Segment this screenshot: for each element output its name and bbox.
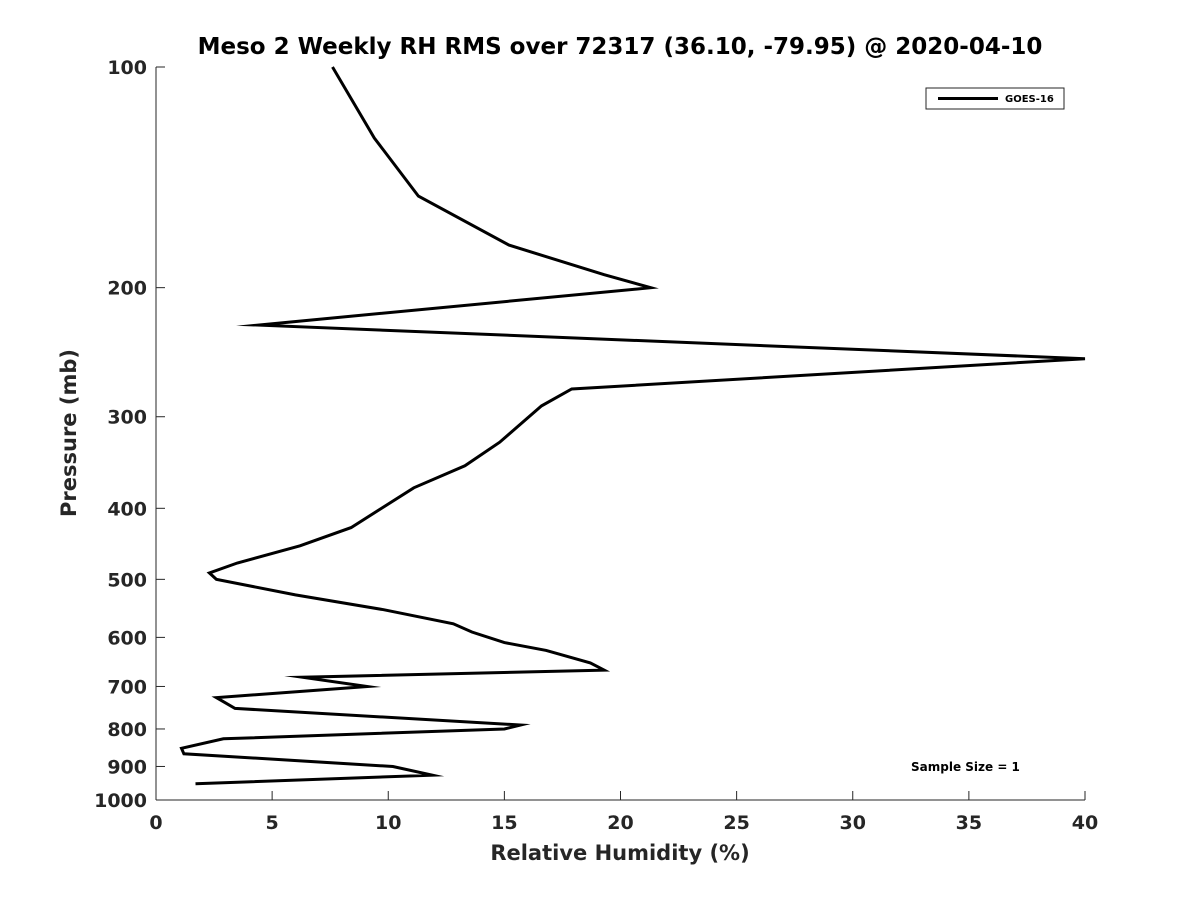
- x-tick-label: 10: [375, 812, 401, 834]
- y-tick-label: 600: [107, 627, 147, 649]
- y-tick-label: 1000: [94, 790, 147, 812]
- x-tick-label: 25: [723, 812, 749, 834]
- y-tick-label: 400: [107, 498, 147, 520]
- series-layer: [179, 66, 1086, 786]
- y-tick-label: 800: [107, 719, 147, 741]
- y-tick-label: 700: [107, 676, 147, 698]
- chart-title: Meso 2 Weekly RH RMS over 72317 (36.10, …: [198, 34, 1043, 60]
- x-tick-label: 15: [491, 812, 517, 834]
- x-tick-label: 5: [266, 812, 279, 834]
- plot-area: 0 5 10 15 20 25 30 35 40 100 200 300 400 500 600 700 80…: [94, 57, 1098, 834]
- x-tick-label: 20: [607, 812, 633, 834]
- x-tick-label: 35: [956, 812, 982, 834]
- x-axis-ticks: 0 5 10 15 20 25 30 35 40: [149, 791, 1098, 834]
- sample-size-annotation: Sample Size = 1: [911, 760, 1020, 774]
- x-tick-label: 0: [149, 812, 162, 834]
- legend: GOES-16: [925, 87, 1065, 110]
- x-tick-label: 30: [840, 812, 866, 834]
- y-axis-ticks: 100 200 300 400 500 600 700 800 900 1000: [94, 57, 165, 812]
- y-tick-label: 200: [107, 278, 147, 300]
- y-axis-label: Pressure (mb): [57, 349, 81, 517]
- y-tick-label: 500: [107, 569, 147, 591]
- series-line-goes-16: [179, 66, 1086, 786]
- y-tick-label: 100: [107, 57, 147, 79]
- y-tick-label: 300: [107, 407, 147, 429]
- x-axis-label: Relative Humidity (%): [490, 841, 749, 865]
- legend-entry-goes-16: GOES-16: [1005, 94, 1054, 105]
- y-tick-label: 900: [107, 756, 147, 778]
- x-tick-label: 40: [1072, 812, 1098, 834]
